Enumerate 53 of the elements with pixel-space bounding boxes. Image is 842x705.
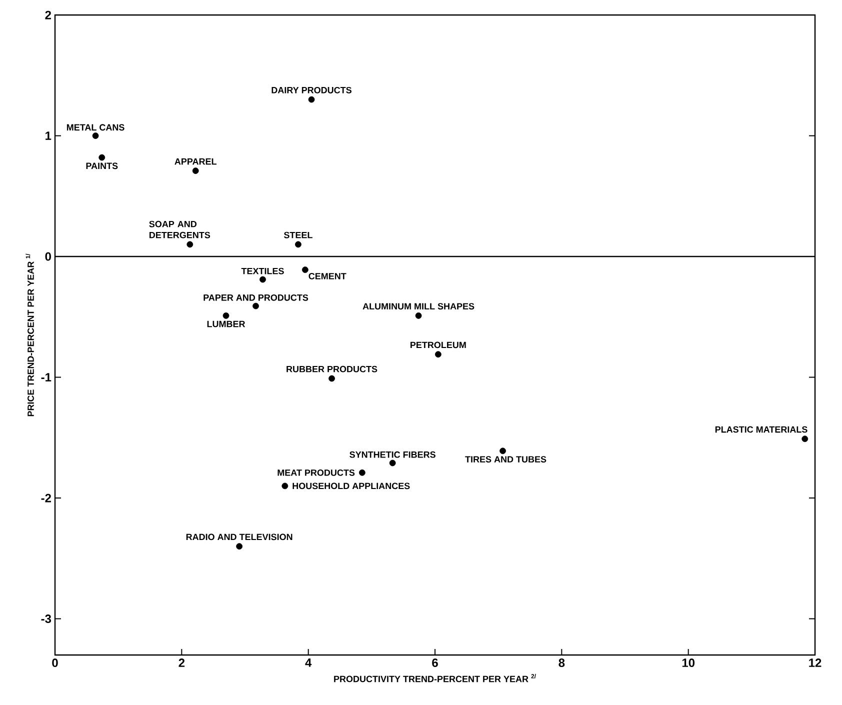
annotation: APPAREL [174,158,216,165]
x-tick-label: 2 [178,658,185,667]
y-tick-label: 0 [45,252,51,261]
point [295,241,302,248]
point [98,154,106,161]
annotation: ALUMINUM MILL SHAPES [362,303,474,310]
annotation: HOUSEHOLD APPLIANCES [292,482,410,490]
x-tick-label: 4 [305,658,312,667]
point [308,96,315,103]
annotation: METAL CANS [66,124,124,131]
annotation: CEMENT [308,272,346,280]
point [260,276,266,283]
point [282,482,288,490]
annotation: SOAP AND DETERGENTS [149,220,210,238]
point [92,132,99,139]
point [222,312,230,319]
y-tick-label: -1 [41,373,52,382]
point [328,375,335,382]
annotation: SYNTHETIC FIBERS [350,451,436,458]
y-tick-label: -3 [41,614,52,624]
x-axis-title: PRODUCTIVITY TREND-PERCENT PER YEAR $^{2/}$ [334,674,536,682]
point [500,448,506,454]
point [252,302,259,310]
point [186,241,194,248]
x-tick-label: 8 [558,658,565,668]
y-tick-label: -2 [41,494,51,502]
point [192,168,199,174]
annotation: DAIRY PRODUCTS [272,86,352,94]
y-axis-title: PRICE TREND-PERCENT PER YEAR $^{1/}$ [26,254,34,416]
point [302,266,308,273]
annotation: PAPER AND PRODUCTS [204,294,308,301]
annotation: PETROLEUM [410,342,466,348]
annotation: RUBBER PRODUCTS [286,366,378,372]
point [389,460,396,466]
point [434,351,442,358]
annotation: PLASTIC MATERIALS [715,426,808,433]
annotation: PAINTS [86,162,118,170]
x-tick-label: 6 [432,658,438,668]
point [358,469,366,476]
y-tick-label: 2 [45,10,51,20]
point [415,312,422,319]
y-tick-label: 1 [46,132,52,140]
point [236,543,243,550]
annotation: TEXTILES [241,268,284,274]
annotation: MEAT PRODUCTS [278,469,355,476]
x-tick-label: 0 [52,658,58,668]
x-tick-label: 10 [682,658,695,668]
point [802,436,808,442]
annotation: RADIO AND TELEVISION [186,534,292,540]
annotation: TIRES AND TUBES [465,456,546,463]
x-tick-label: 12 [809,658,822,667]
annotation: LUMBER [207,320,246,328]
annotation: STEEL [284,232,312,238]
